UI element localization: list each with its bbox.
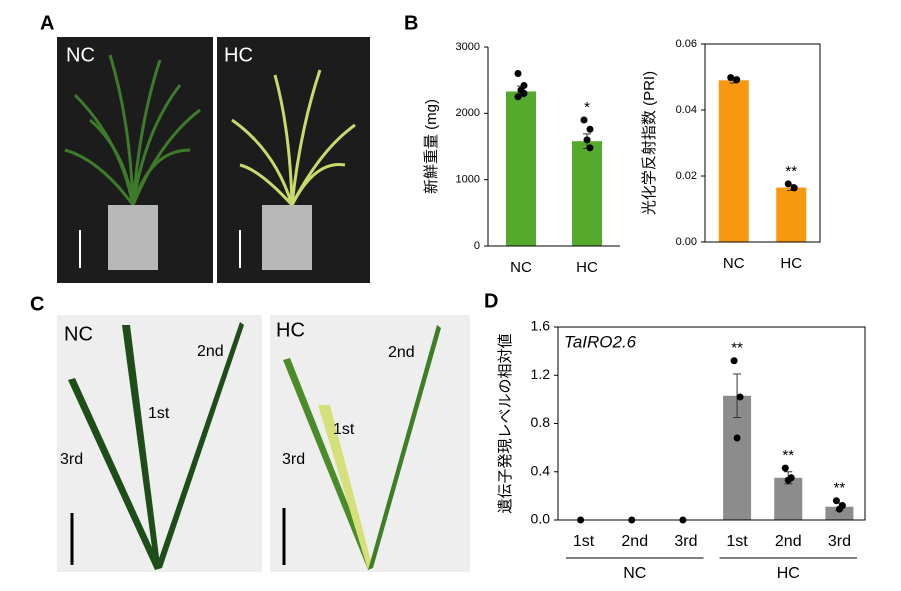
- data-point: [733, 76, 741, 84]
- significance-label: **: [731, 340, 743, 357]
- significance-label: *: [584, 99, 590, 116]
- x-tick-label: 1st: [726, 533, 748, 550]
- bar: [825, 506, 854, 520]
- y-axis-label: 遺伝子発現レベルの相対値: [497, 333, 514, 513]
- data-point: [832, 497, 840, 505]
- chart-title: TaIRO2.6: [564, 332, 637, 351]
- significance-label: **: [834, 480, 846, 497]
- data-point: [514, 70, 522, 78]
- y-tick-label: 0.04: [676, 104, 697, 116]
- leaf-label: 2nd: [197, 343, 224, 360]
- x-tick-label: 2nd: [621, 533, 648, 550]
- significance-label: **: [782, 447, 794, 464]
- y-tick-label: 1.6: [531, 318, 551, 334]
- significance-label: **: [785, 163, 797, 180]
- data-point: [736, 393, 744, 401]
- x-tick-label: 3rd: [674, 533, 697, 550]
- data-point: [835, 505, 843, 513]
- photo-label: NC: [66, 44, 95, 66]
- panel-letter: A: [40, 12, 54, 34]
- data-point: [784, 180, 792, 188]
- y-tick-label: 0.06: [676, 38, 697, 50]
- photo-a: NC HC: [57, 37, 370, 283]
- data-point: [586, 144, 594, 152]
- x-tick-label: 2nd: [775, 533, 802, 550]
- data-point: [781, 464, 789, 472]
- y-axis-label: 新鮮重量 (mg): [423, 99, 440, 194]
- x-tick-label: 1st: [573, 533, 595, 550]
- y-tick-label: 1000: [456, 174, 480, 186]
- data-point: [580, 116, 588, 124]
- photo-label: HC: [224, 44, 253, 66]
- bar: [718, 80, 749, 242]
- photo-label: HC: [276, 319, 305, 341]
- y-tick-label: 0.0: [531, 511, 551, 527]
- y-tick-label: 2000: [456, 107, 480, 119]
- group-label: HC: [777, 565, 800, 582]
- data-point: [514, 93, 522, 101]
- axis-frame: [704, 43, 821, 243]
- leaf-label: 3rd: [282, 451, 305, 468]
- data-point: [790, 184, 798, 192]
- bar: [572, 141, 602, 246]
- group-label: NC: [623, 565, 646, 582]
- y-tick-label: 1.2: [531, 366, 551, 382]
- leaf-label: 3rd: [60, 451, 83, 468]
- y-tick-label: 0.02: [676, 170, 697, 182]
- data-point: [784, 476, 792, 484]
- bar: [506, 91, 536, 247]
- y-tick-label: 3000: [456, 41, 480, 53]
- leaf-label: 1st: [333, 421, 355, 438]
- panel-letter: D: [484, 290, 498, 312]
- photo-label: NC: [64, 323, 93, 345]
- bar: [774, 477, 803, 520]
- data-point: [727, 74, 735, 82]
- photo-c: NC 1st 2nd 3rd HC 1st 2nd 3rd: [57, 315, 470, 572]
- x-tick-label: HC: [576, 259, 598, 276]
- y-tick-label: 0.00: [676, 236, 697, 248]
- x-tick-label: 3rd: [828, 533, 851, 550]
- axis-frame: [557, 326, 866, 521]
- leaf-label: 1st: [148, 405, 170, 422]
- bar: [776, 187, 807, 242]
- data-point: [520, 89, 528, 97]
- leaf-label: 2nd: [388, 344, 415, 361]
- x-tick-label: NC: [510, 259, 532, 276]
- y-tick-label: 0.4: [531, 462, 551, 478]
- y-axis-label: 光化学反射指数 (PRI): [641, 71, 658, 215]
- y-tick-label: 0.8: [531, 414, 551, 430]
- x-tick-label: NC: [723, 255, 745, 272]
- y-tick-label: 0: [474, 240, 480, 252]
- data-point: [586, 125, 594, 133]
- panel-letter: B: [404, 12, 418, 34]
- data-point: [730, 357, 738, 365]
- data-point: [583, 136, 591, 144]
- data-point: [733, 434, 741, 442]
- x-tick-label: HC: [780, 255, 802, 272]
- panel-letter: C: [30, 293, 44, 315]
